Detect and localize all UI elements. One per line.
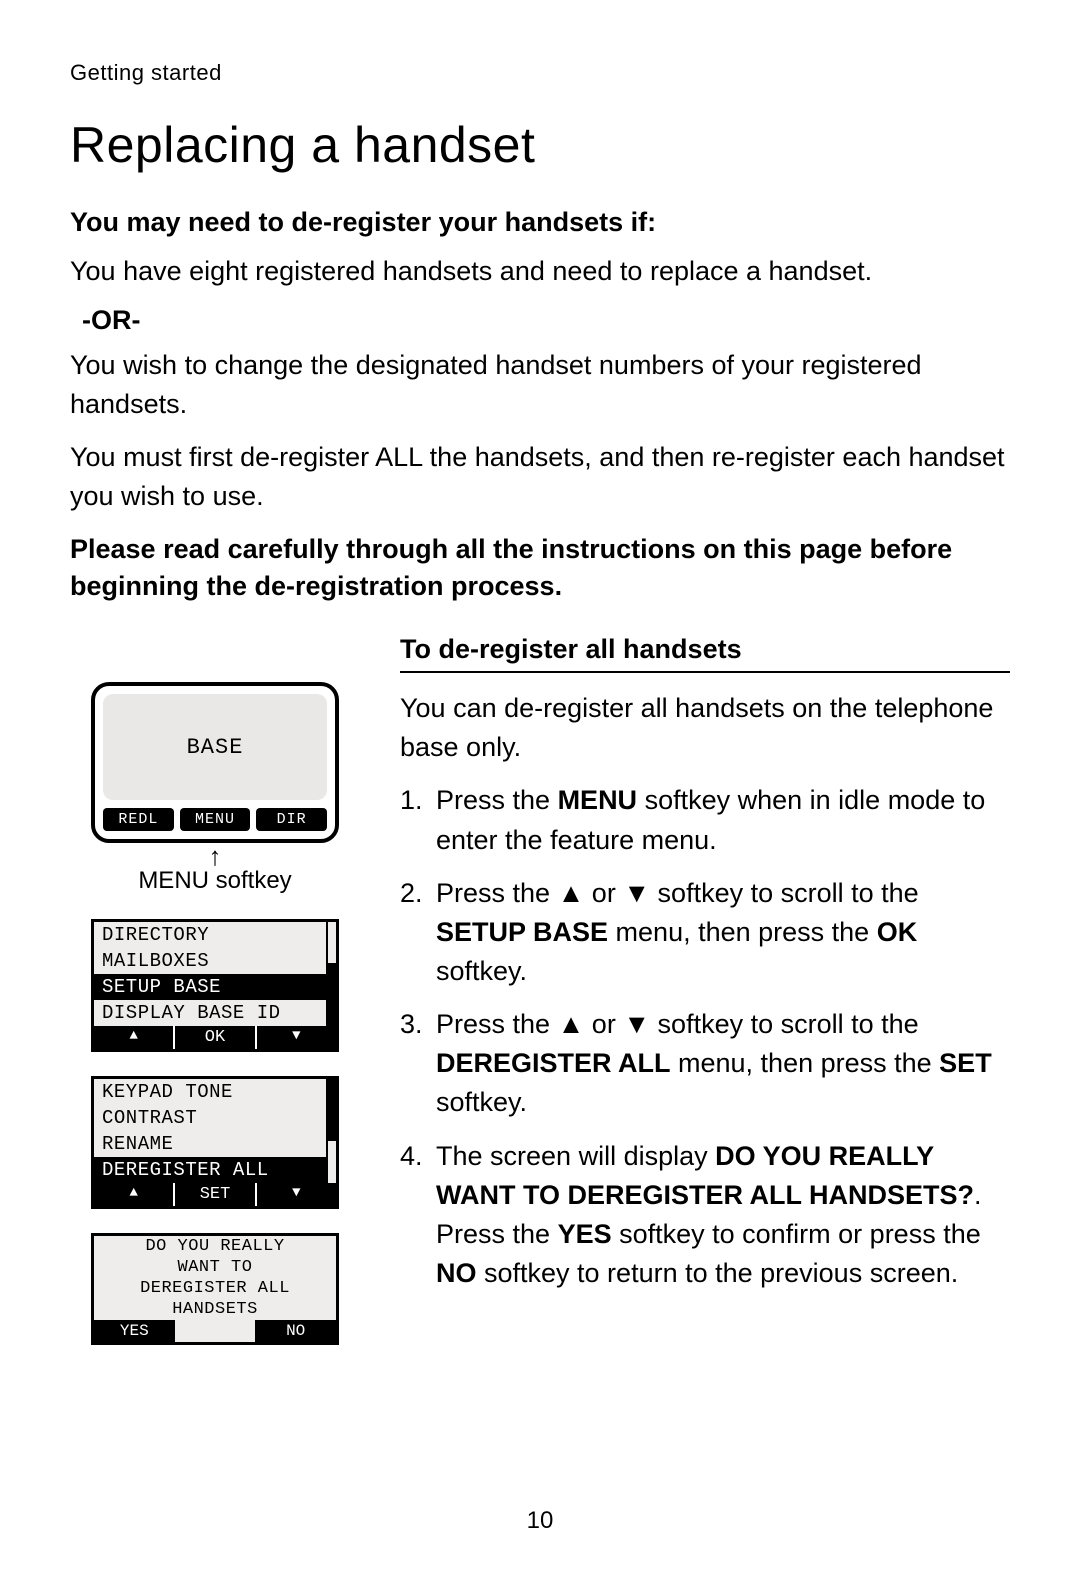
menu2-row-3: DEREGISTER ALL xyxy=(94,1157,336,1183)
idle-display-text: BASE xyxy=(103,694,327,800)
must-first-text: You must first de-register ALL the hands… xyxy=(70,438,1010,516)
yes-keyword: YES xyxy=(558,1219,612,1249)
menu2-row-1: CONTRAST xyxy=(94,1105,336,1131)
steps-list: Press the MENU softkey when in idle mode… xyxy=(400,781,1010,1293)
menu-keyword: MENU xyxy=(558,785,638,815)
confirm-line-1: WANT TO xyxy=(94,1257,336,1278)
deregister-subheading: To de-register all handsets xyxy=(400,634,1010,673)
softkey-redial: REDL xyxy=(103,808,174,831)
lead-in-text: You can de-register all handsets on the … xyxy=(400,689,1010,767)
softkey-up-icon: ▲ xyxy=(94,1183,175,1206)
no-keyword: NO xyxy=(436,1258,477,1288)
arrow-up-icon: ↑ xyxy=(209,849,222,865)
ok-keyword: OK xyxy=(877,917,918,947)
softkey-up-icon: ▲ xyxy=(94,1026,175,1049)
confirm-line-3: HANDSETS xyxy=(94,1299,336,1320)
scrollbar-icon xyxy=(326,1079,336,1183)
step-2: Press the ▲ or ▼ softkey to scroll to th… xyxy=(400,874,1010,991)
step-text: Press the xyxy=(436,878,558,908)
triangle-up-icon: ▲ xyxy=(558,1005,585,1044)
step-text: softkey. xyxy=(436,1087,527,1117)
softkey-no: NO xyxy=(255,1320,336,1342)
softkey-ok: OK xyxy=(175,1026,256,1049)
triangle-down-icon: ▼ xyxy=(623,874,650,913)
screen-setup-base: DIRECTORY MAILBOXES SETUP BASE DISPLAY B… xyxy=(91,919,339,1052)
softkey-yes: YES xyxy=(94,1320,175,1342)
step-text: or xyxy=(584,1009,623,1039)
screen-idle-group: BASE REDL MENU DIR ↑ MENU softkey xyxy=(91,682,339,895)
step-text: softkey. xyxy=(436,956,527,986)
softkey-menu: MENU xyxy=(180,808,251,831)
page-number: 10 xyxy=(0,1507,1080,1535)
confirm-line-0: DO YOU REALLY xyxy=(94,1236,336,1257)
step-text: softkey to scroll to the xyxy=(650,878,919,908)
menu1-row-0: DIRECTORY xyxy=(94,922,336,948)
menu1-row-3: DISPLAY BASE ID xyxy=(94,1000,336,1026)
step-text: The screen will display xyxy=(436,1141,715,1171)
screen-idle: BASE REDL MENU DIR xyxy=(91,682,339,843)
softkey-down-icon: ▼ xyxy=(257,1026,336,1049)
condition-1: You have eight registered handsets and n… xyxy=(70,252,1010,291)
menu2-row-2: RENAME xyxy=(94,1131,336,1157)
triangle-down-icon: ▼ xyxy=(623,1005,650,1044)
step-text: Press the xyxy=(436,785,558,815)
instructions-column: To de-register all handsets You can de-r… xyxy=(400,634,1010,1345)
menu2-row-0: KEYPAD TONE xyxy=(94,1079,336,1105)
step-text: softkey to return to the previous screen… xyxy=(477,1258,959,1288)
step-text: or xyxy=(584,878,623,908)
step-text: Press the xyxy=(436,1009,558,1039)
setup-base-keyword: SETUP BASE xyxy=(436,917,608,947)
scrollbar-icon xyxy=(326,922,336,1026)
intro-condition-heading: You may need to de-register your handset… xyxy=(70,204,1010,242)
device-screens-column: BASE REDL MENU DIR ↑ MENU softkey DIRECT… xyxy=(70,634,360,1345)
or-separator: -OR- xyxy=(82,305,1010,336)
step-1: Press the MENU softkey when in idle mode… xyxy=(400,781,1010,859)
confirm-line-2: DEREGISTER ALL xyxy=(94,1278,336,1299)
condition-2: You wish to change the designated handse… xyxy=(70,346,1010,424)
softkey-down-icon: ▼ xyxy=(257,1183,336,1206)
softkey-dir: DIR xyxy=(256,808,327,831)
step-text: menu, then press the xyxy=(608,917,877,947)
breadcrumb: Getting started xyxy=(70,60,1010,86)
step-text: softkey to confirm or press the xyxy=(612,1219,981,1249)
softkey-blank xyxy=(175,1320,256,1342)
step-text: menu, then press the xyxy=(671,1048,940,1078)
step-4: The screen will display DO YOU REALLY WA… xyxy=(400,1137,1010,1294)
step-text: softkey to scroll to the xyxy=(650,1009,919,1039)
set-keyword: SET xyxy=(939,1048,992,1078)
screen-confirm: DO YOU REALLY WANT TO DEREGISTER ALL HAN… xyxy=(91,1233,339,1345)
step-3: Press the ▲ or ▼ softkey to scroll to th… xyxy=(400,1005,1010,1122)
deregister-all-keyword: DEREGISTER ALL xyxy=(436,1048,671,1078)
menu1-row-1: MAILBOXES xyxy=(94,948,336,974)
screen-deregister-all: KEYPAD TONE CONTRAST RENAME DEREGISTER A… xyxy=(91,1076,339,1209)
softkey-set: SET xyxy=(175,1183,256,1206)
warning-text: Please read carefully through all the in… xyxy=(70,531,1010,607)
menu-softkey-caption: MENU softkey xyxy=(138,867,291,895)
triangle-up-icon: ▲ xyxy=(558,874,585,913)
page-title: Replacing a handset xyxy=(70,116,1010,174)
menu1-row-2: SETUP BASE xyxy=(94,974,336,1000)
